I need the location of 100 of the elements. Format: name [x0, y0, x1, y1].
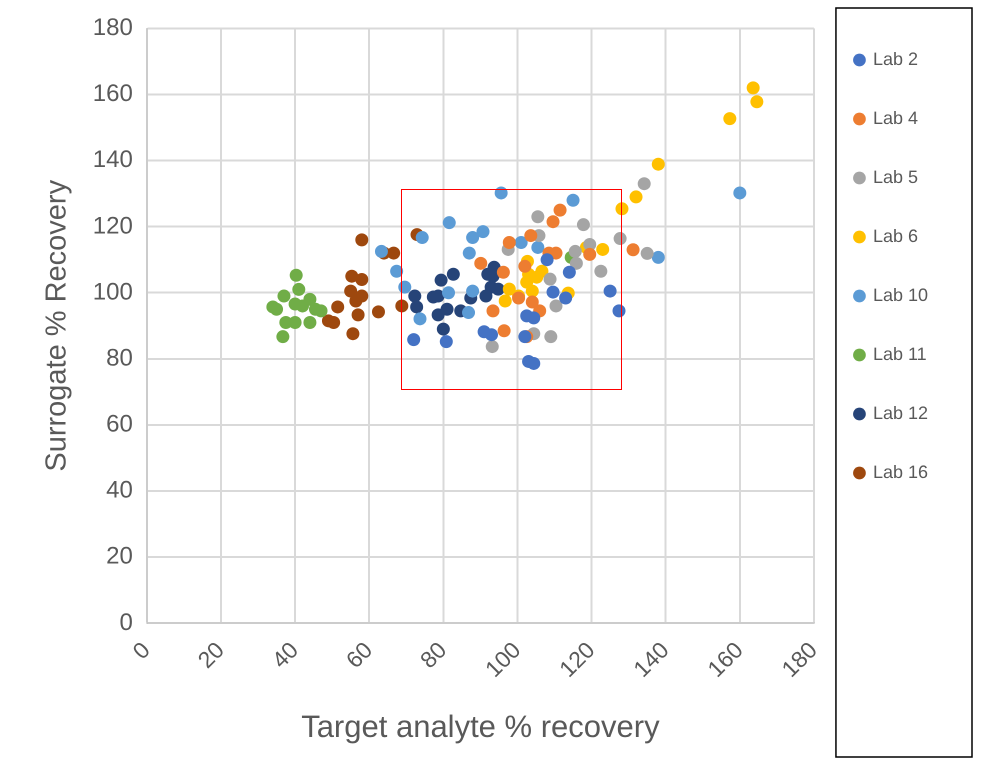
point: [492, 282, 505, 296]
x-tick-label: 160: [702, 636, 748, 682]
point: [292, 282, 306, 296]
x-tick-label: 180: [776, 636, 822, 682]
point: [494, 186, 508, 200]
point: [614, 232, 627, 246]
point: [288, 316, 302, 329]
point: [410, 300, 424, 314]
point: [594, 264, 608, 278]
y-tick-label: 160: [92, 80, 133, 108]
legend-label: Lab 10: [872, 284, 928, 305]
y-tick-label: 140: [92, 146, 133, 174]
point: [559, 292, 572, 305]
point: [544, 330, 558, 344]
point: [638, 177, 651, 190]
point: [524, 229, 538, 242]
point: [546, 215, 560, 228]
point: [502, 282, 516, 296]
point: [349, 294, 362, 308]
point: [462, 246, 476, 260]
point: [413, 312, 426, 326]
legend-label: Lab 12: [872, 402, 928, 423]
point: [296, 299, 309, 312]
point: [570, 256, 583, 270]
point: [474, 256, 488, 270]
point: [466, 284, 480, 298]
point: [527, 356, 540, 370]
point: [550, 299, 562, 312]
point: [486, 304, 500, 318]
legend-label: Lab 2: [872, 48, 918, 69]
x-tick-label: 0: [127, 636, 155, 664]
point: [652, 250, 665, 264]
point: [344, 284, 358, 298]
point: [395, 299, 408, 312]
point: [496, 266, 510, 279]
x-tick-label: 40: [266, 636, 304, 674]
y-tick-label: 40: [106, 476, 133, 504]
point: [576, 218, 590, 232]
point: [374, 244, 388, 258]
point: [566, 194, 580, 207]
point: [398, 280, 412, 294]
point: [442, 286, 456, 300]
point: [518, 260, 532, 273]
x-tick-label: 60: [340, 636, 378, 674]
legend-label: Lab 11: [872, 344, 927, 364]
point: [723, 112, 736, 126]
y-tick-label: 180: [92, 14, 133, 42]
y-axis-title: Surrogate % Recovery: [40, 179, 72, 472]
legend-label: Lab 5: [872, 166, 918, 187]
legend-label: Lab 16: [872, 462, 928, 482]
point: [596, 242, 610, 256]
point: [290, 268, 303, 282]
point: [526, 295, 539, 308]
point: [733, 186, 746, 200]
point: [466, 231, 480, 244]
point: [407, 333, 420, 346]
point: [355, 273, 368, 286]
point: [440, 335, 453, 348]
point: [498, 324, 511, 338]
y-tick-label: 20: [106, 542, 133, 570]
y-tick-label: 80: [106, 344, 133, 372]
point: [640, 246, 654, 260]
y-tick-label: 100: [92, 278, 133, 306]
y-tick-label: 60: [106, 410, 133, 438]
point: [604, 284, 617, 298]
point: [372, 305, 385, 318]
point: [746, 81, 760, 94]
point: [387, 246, 400, 260]
point: [355, 233, 368, 246]
point: [520, 276, 534, 289]
point: [462, 306, 476, 320]
point: [346, 327, 360, 340]
point: [527, 311, 540, 324]
point: [436, 322, 450, 336]
point: [331, 300, 344, 314]
point: [612, 304, 626, 318]
point: [514, 236, 528, 250]
point: [434, 274, 448, 287]
point: [308, 302, 322, 316]
point: [498, 294, 512, 308]
point: [626, 243, 640, 256]
point: [446, 268, 460, 281]
x-tick-label: 140: [628, 636, 674, 682]
point: [568, 244, 582, 258]
point: [408, 290, 422, 303]
y-tick-label: 120: [92, 212, 133, 240]
point: [390, 264, 404, 278]
point: [479, 290, 492, 303]
point: [266, 300, 280, 314]
point: [476, 225, 490, 238]
point: [352, 308, 365, 322]
point: [531, 240, 544, 254]
y-tick-label: 0: [119, 608, 133, 636]
point: [562, 266, 576, 279]
point: [432, 308, 445, 322]
point: [652, 158, 665, 171]
point: [630, 190, 643, 204]
point: [485, 328, 498, 342]
point: [502, 236, 516, 250]
point: [544, 272, 557, 286]
